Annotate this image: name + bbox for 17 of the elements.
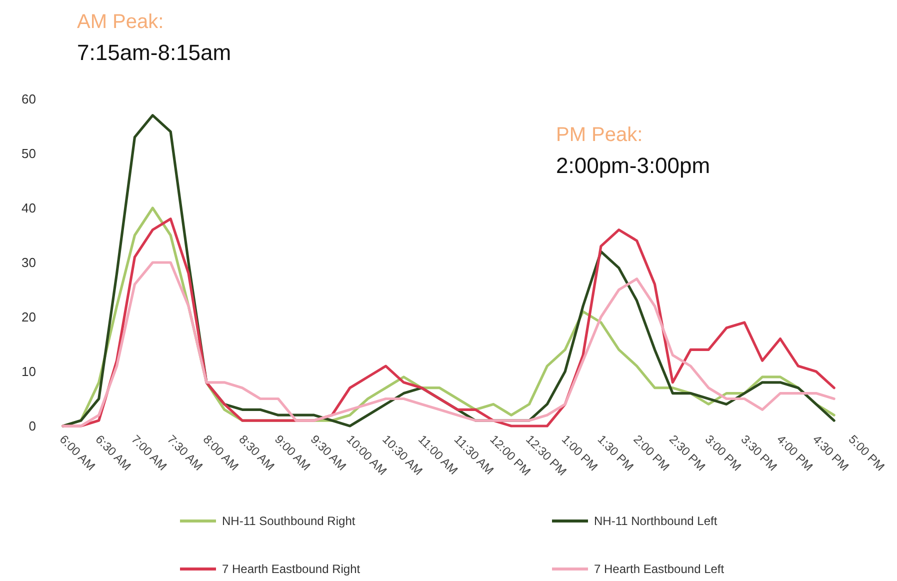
y-tick-label: 50 — [22, 146, 36, 162]
y-tick-label: 30 — [22, 255, 36, 270]
y-tick-label: 0 — [28, 418, 36, 434]
legend-label: 7 Hearth Eastbound Left — [594, 562, 725, 576]
y-tick-label: 40 — [22, 200, 36, 216]
y-tick-label: 10 — [22, 364, 36, 380]
x-tick-label: 6:00 AM — [56, 432, 98, 474]
line-series — [62, 261, 836, 428]
annotation: PM Peak: — [556, 124, 643, 146]
text: AM Peak: — [77, 11, 164, 33]
legend-label: NH-11 Northbound Left — [594, 514, 718, 528]
y-tick-label: 60 — [22, 92, 36, 107]
legend-label: NH-11 Southbound Right — [222, 514, 356, 528]
text: 7:15am-8:15am — [77, 40, 232, 65]
y-tick-label: 20 — [22, 310, 36, 325]
legend-label: 7 Hearth Eastbound Right — [222, 562, 361, 576]
annotation: 2:00pm-3:00pm — [556, 153, 710, 178]
